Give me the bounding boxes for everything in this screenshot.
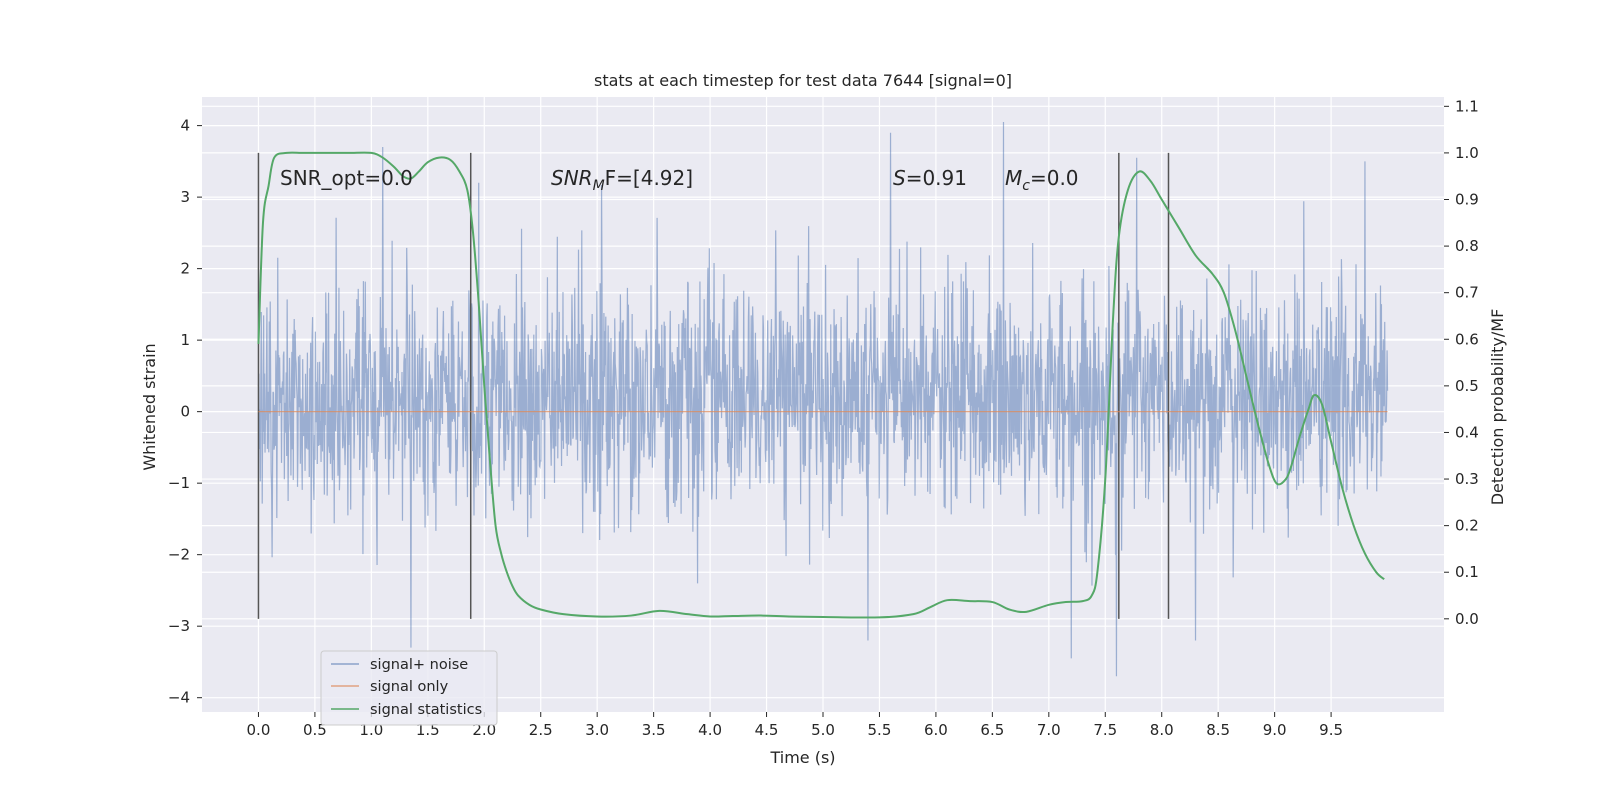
x-tick-label: 7.5 (1093, 721, 1117, 739)
annotation-s-rest: =0.91 (906, 166, 967, 190)
y-right-tick-label: 0.5 (1455, 377, 1479, 395)
x-tick-label: 5.0 (811, 721, 835, 739)
x-tick-label: 4.0 (698, 721, 722, 739)
x-tick-label: 0.5 (303, 721, 327, 739)
x-tick-label: 5.5 (868, 721, 892, 739)
y-tick-label: 4 (180, 117, 190, 135)
x-axis-label: Time (s) (769, 748, 835, 767)
x-tick-label: 4.5 (755, 721, 779, 739)
chart-title: stats at each timestep for test data 764… (594, 71, 1012, 90)
x-tick-label: 2.5 (529, 721, 553, 739)
y-right-tick-label: 0.6 (1455, 330, 1479, 348)
x-tick-label: 6.5 (980, 721, 1004, 739)
annotation-s-main: S (893, 166, 906, 190)
y-tick-label: 1 (180, 331, 190, 349)
x-tick-label: 7.0 (1037, 721, 1061, 739)
annotation-snr-mf-main: SNR (551, 166, 593, 190)
axis-ticks: 0.0 0.5 1.0 1.5 2.0 2.5 3.0 3.5 4.0 4.5 5.0 5.5 6.0 6… (168, 97, 1479, 739)
x-tick-label: 0.0 (247, 721, 271, 739)
legend-label-signal-noise: signal+ noise (370, 657, 468, 673)
line-series (257, 151, 1388, 619)
series-signal-noise (257, 122, 1389, 677)
annotation-mc-rest: =0.0 (1030, 166, 1079, 190)
annotation-mc: Mc=0.0 (1005, 166, 1079, 194)
y-right-tick-label: 1.1 (1455, 97, 1479, 115)
annotation-snr-opt: SNR_opt=0.0 (280, 166, 413, 190)
annotation-snr-mf-sub: M (593, 178, 605, 194)
annotation-mc-sub: c (1022, 178, 1030, 194)
y-right-tick-label: 0.4 (1455, 423, 1479, 441)
y-tick-label: −1 (168, 474, 190, 492)
annotation-mc-main: M (1005, 166, 1022, 190)
signal-noise-series (257, 122, 1389, 677)
x-tick-label: 8.5 (1206, 721, 1230, 739)
y-tick-label: 3 (180, 188, 190, 206)
y-right-axis-label: Detection probability/MF (1488, 309, 1507, 506)
x-tick-label: 9.0 (1263, 721, 1287, 739)
x-tick-label: 8.0 (1150, 721, 1174, 739)
legend: signal+ noise signal only signal statist… (320, 650, 498, 726)
y-right-tick-label: 0.0 (1455, 610, 1479, 628)
y-right-tick-label: 0.8 (1455, 237, 1479, 255)
legend-box (320, 650, 498, 726)
y-right-tick-label: 0.1 (1455, 563, 1479, 581)
y-tick-label: 0 (180, 403, 190, 421)
y-axis-label: Whitened strain (140, 343, 159, 470)
x-tick-label: 6.0 (924, 721, 948, 739)
y-right-tick-label: 0.2 (1455, 517, 1479, 535)
annotation-snr-mf: SNRMF=[4.92] (551, 166, 693, 194)
series-signal-statistics (257, 151, 1385, 619)
y-tick-label: 2 (180, 260, 190, 278)
x-tick-label: 9.5 (1319, 721, 1343, 739)
y-tick-label: −2 (168, 546, 190, 564)
y-tick-label: −3 (168, 617, 190, 635)
annotation-snr-mf-rest: F=[4.92] (605, 166, 693, 190)
legend-label-signal-statistics: signal statistics (370, 702, 482, 718)
x-tick-label: 3.5 (642, 721, 666, 739)
vertical-markers (257, 152, 1170, 619)
x-tick-label: 3.0 (585, 721, 609, 739)
y-tick-label: −4 (168, 689, 190, 707)
y-right-tick-label: 0.7 (1455, 284, 1479, 302)
legend-label-signal-only: signal only (370, 679, 449, 695)
annotation-s: S=0.91 (893, 166, 967, 190)
y-right-tick-label: 1.0 (1455, 144, 1479, 162)
y-right-tick-label: 0.9 (1455, 191, 1479, 209)
y-right-tick-label: 0.3 (1455, 470, 1479, 488)
